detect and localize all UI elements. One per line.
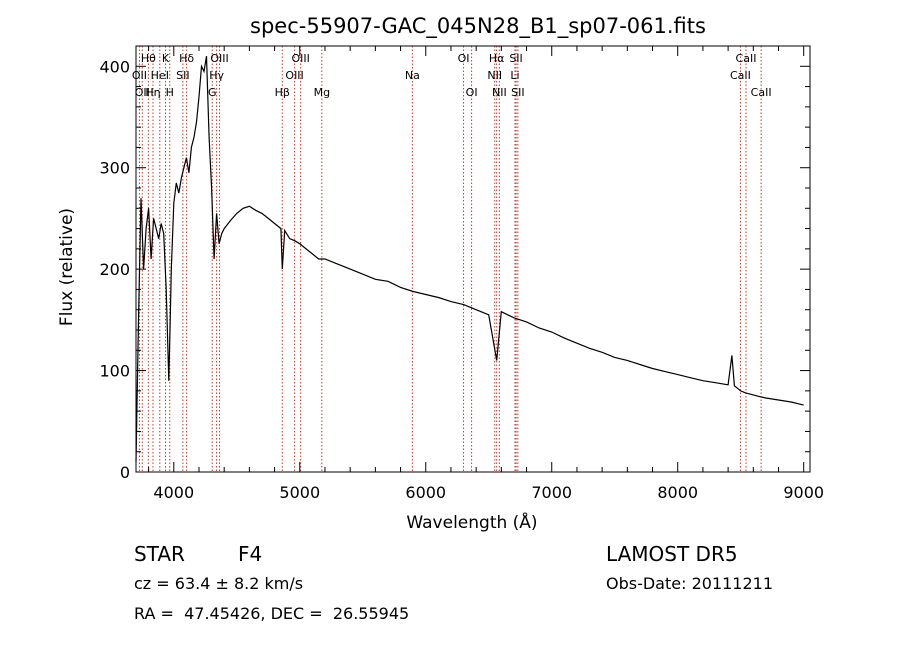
x-tick-label: 5000 xyxy=(279,483,320,502)
emission-line-label: Li xyxy=(510,69,519,82)
redshift-velocity: cz = 63.4 ± 8.2 km/s xyxy=(134,574,304,593)
emission-line-label: SII xyxy=(509,52,522,65)
emission-line-label: Hη xyxy=(145,86,160,99)
emission-line-label: G xyxy=(208,86,217,99)
emission-line-label: Hγ xyxy=(209,69,224,82)
emission-line-label: Hβ xyxy=(275,86,290,99)
emission-line-labels: OIIOIIHθHηHeIKHSIIHδGHγOIIIHβOIIIOIIIMgN… xyxy=(132,52,772,99)
survey-name: LAMOST DR5 xyxy=(606,542,738,566)
y-tick-label: 200 xyxy=(99,260,130,279)
plot-frame xyxy=(135,45,811,473)
x-tick-label: 6000 xyxy=(405,483,446,502)
emission-line-label: Na xyxy=(405,69,420,82)
emission-line-label: OIII xyxy=(285,69,303,82)
x-axis-label: Wavelength (Å) xyxy=(406,511,537,533)
emission-line-label: OI xyxy=(466,86,478,99)
emission-line-label: Mg xyxy=(314,86,330,99)
y-axis-label: Flux (relative) xyxy=(57,208,77,326)
emission-line-label: SII xyxy=(511,86,524,99)
emission-line-markers xyxy=(138,46,762,472)
observation-date: Obs-Date: 20111211 xyxy=(606,574,774,593)
x-tick-label: 7000 xyxy=(531,483,572,502)
y-tick-label: 300 xyxy=(99,159,130,178)
x-axis-ticks: 4000 5000 6000 7000 8000 9000 xyxy=(148,46,824,502)
coordinates: RA = 47.45426, DEC = 26.55945 xyxy=(134,604,410,623)
y-tick-label: 100 xyxy=(99,362,130,381)
object-subclass: F4 xyxy=(238,542,263,566)
emission-line-label: OII xyxy=(135,86,150,99)
emission-line-label: OII xyxy=(132,69,147,82)
spectrum-line xyxy=(135,56,804,462)
x-tick-label: 8000 xyxy=(657,483,698,502)
x-tick-label: 4000 xyxy=(153,483,194,502)
emission-line-label: CaII xyxy=(730,69,751,82)
x-tick-label: 9000 xyxy=(783,483,824,502)
emission-line-label: CaII xyxy=(736,52,757,65)
emission-line-label: NII xyxy=(487,69,502,82)
emission-line-label: K xyxy=(162,52,170,65)
emission-line-label: OIII xyxy=(291,52,309,65)
emission-line-label: OI xyxy=(458,52,470,65)
emission-line-label: Hδ xyxy=(179,52,194,65)
chart-title: spec-55907-GAC_045N28_B1_sp07-061.fits xyxy=(250,14,706,39)
emission-line-label: Hθ xyxy=(141,52,156,65)
y-tick-label: 400 xyxy=(99,57,130,76)
emission-line-label: HeI xyxy=(151,69,169,82)
emission-line-label: NII xyxy=(492,86,507,99)
emission-line-label: SII xyxy=(176,69,189,82)
emission-line-label: H xyxy=(166,86,174,99)
emission-line-label: OIII xyxy=(210,52,228,65)
object-class: STAR xyxy=(134,542,185,566)
emission-line-label: CaII xyxy=(751,86,772,99)
emission-line-label: Hα xyxy=(489,52,505,65)
y-tick-label: 0 xyxy=(120,463,130,482)
y-axis-ticks: 0 100 200 300 400 xyxy=(99,57,810,482)
